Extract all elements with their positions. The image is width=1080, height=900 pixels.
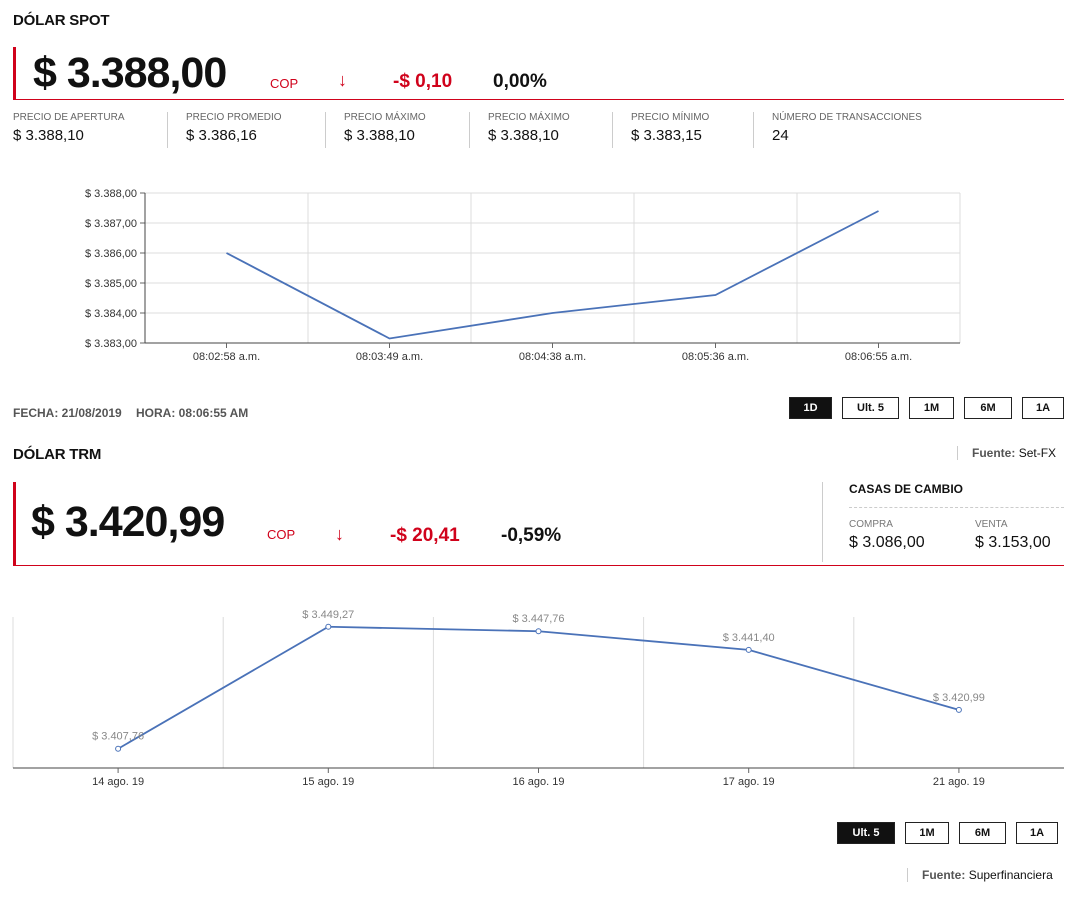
- spot-price: $ 3.388,00: [33, 49, 227, 97]
- series-line: [117, 625, 960, 750]
- trm-change: -$ 20,41: [390, 525, 460, 546]
- series-line: [226, 210, 879, 340]
- range-button-1a[interactable]: 1A: [1016, 822, 1058, 844]
- source-label: Fuente:: [922, 868, 966, 882]
- stat-max-price-2: PRECIO MÁXIMO $ 3.388,10: [469, 112, 570, 148]
- y-tick-label: $ 3.387,00: [85, 218, 137, 230]
- spot-line-chart: $ 3.383,00 $ 3.384,00 $ 3.385,00 $ 3.386,00…: [85, 188, 961, 363]
- y-tick-label: $ 3.383,00: [85, 338, 137, 350]
- stat-value: $ 3.388,10: [488, 127, 559, 144]
- x-tick-label: 15 ago. 19: [302, 776, 354, 788]
- exchange-houses-panel: CASAS DE CAMBIO COMPRA $ 3.086,00 VENTA …: [822, 482, 1064, 562]
- spot-price-box: $ 3.388,00 COP ↓ -$ 0,10 0,00%: [13, 47, 1064, 100]
- stat-max-price: PRECIO MÁXIMO $ 3.388,10: [325, 112, 426, 148]
- x-tick-label: 14 ago. 19: [92, 776, 144, 788]
- data-label: $ 3.447,76: [513, 613, 565, 625]
- trm-footer-source: Fuente: Superfinanciera: [907, 868, 1053, 882]
- stat-label: PRECIO PROMEDIO: [186, 112, 282, 123]
- data-label: $ 3.441,40: [723, 632, 775, 644]
- buy-value: $ 3.086,00: [849, 534, 925, 551]
- sell-label: VENTA: [975, 519, 1008, 530]
- spot-currency: COP: [270, 76, 299, 91]
- data-label: $ 3.407,76: [92, 731, 144, 743]
- trm-source: Fuente: Set-FX: [957, 446, 1056, 460]
- data-label: $ 3.420,99: [933, 692, 985, 704]
- x-tick-label: 08:06:55 a.m.: [845, 351, 912, 363]
- source-value: Superfinanciera: [968, 868, 1053, 882]
- stat-value: $ 3.388,10: [344, 127, 415, 144]
- range-button-1a[interactable]: 1A: [1022, 397, 1064, 419]
- source-label: Fuente:: [972, 446, 1016, 460]
- stat-value: $ 3.383,15: [631, 127, 702, 144]
- sell-value: $ 3.153,00: [975, 534, 1051, 551]
- range-button-ult5[interactable]: Ult. 5: [837, 822, 895, 844]
- stat-label: PRECIO MÁXIMO: [344, 112, 426, 123]
- stat-label: PRECIO MÁXIMO: [488, 112, 570, 123]
- data-point: [745, 646, 752, 653]
- stat-value: 24: [772, 127, 789, 144]
- trm-line-chart: 14 ago. 19 15 ago. 19 16 ago. 19 17 ago. 19…: [12, 609, 1064, 788]
- range-button-6m[interactable]: 6M: [959, 822, 1006, 844]
- range-button-1d[interactable]: 1D: [789, 397, 832, 419]
- range-button-1m[interactable]: 1M: [905, 822, 949, 844]
- spot-change-pct: 0,00%: [493, 71, 547, 92]
- spot-change: -$ 0,10: [393, 71, 453, 92]
- x-tick-label: 17 ago. 19: [723, 776, 775, 788]
- stat-value: $ 3.386,16: [186, 127, 257, 144]
- spot-time: HORA: 08:06:55 AM: [136, 406, 249, 420]
- spot-section-title: DÓLAR SPOT: [13, 12, 110, 29]
- stat-transactions: NÚMERO DE TRANSACCIONES 24: [753, 112, 922, 148]
- data-point: [535, 628, 542, 635]
- stat-average-price: PRECIO PROMEDIO $ 3.386,16: [167, 112, 282, 148]
- x-tick-label: 08:02:58 a.m.: [193, 351, 260, 363]
- source-value: Set-FX: [1018, 446, 1057, 460]
- data-point: [955, 706, 962, 713]
- range-button-1m[interactable]: 1M: [909, 397, 954, 419]
- y-tick-label: $ 3.384,00: [85, 308, 137, 320]
- x-tick-label: 08:03:49 a.m.: [356, 351, 423, 363]
- divider: [849, 507, 1064, 508]
- range-button-ult5[interactable]: Ult. 5: [842, 397, 899, 419]
- trm-price: $ 3.420,99: [31, 498, 225, 546]
- sell-rate: VENTA $ 3.153,00: [975, 519, 1051, 552]
- stat-min-price: PRECIO MÍNIMO $ 3.383,15: [612, 112, 709, 148]
- stat-label: PRECIO DE APERTURA: [13, 112, 125, 123]
- buy-label: COMPRA: [849, 519, 893, 530]
- x-tick-label: 16 ago. 19: [513, 776, 565, 788]
- y-tick-label: $ 3.388,00: [85, 188, 137, 200]
- data-point: [115, 745, 122, 752]
- data-label: $ 3.449,27: [302, 609, 354, 621]
- trm-price-box: $ 3.420,99 COP ↓ -$ 20,41 -0,59%: [13, 482, 1064, 566]
- stat-label: NÚMERO DE TRANSACCIONES: [772, 112, 922, 123]
- x-tick-label: 08:05:36 a.m.: [682, 351, 749, 363]
- stat-value: $ 3.388,10: [13, 127, 84, 144]
- spot-date: FECHA: 21/08/2019: [13, 406, 122, 420]
- y-tick-label: $ 3.385,00: [85, 278, 137, 290]
- down-arrow-icon: ↓: [338, 70, 347, 90]
- x-tick-label: 08:04:38 a.m.: [519, 351, 586, 363]
- buy-rate: COMPRA $ 3.086,00: [849, 519, 925, 552]
- y-tick-label: $ 3.386,00: [85, 248, 137, 260]
- data-point: [325, 623, 332, 630]
- down-arrow-icon: ↓: [335, 524, 344, 544]
- trm-currency: COP: [267, 527, 296, 542]
- stat-label: PRECIO MÍNIMO: [631, 112, 710, 123]
- trm-change-pct: -0,59%: [501, 525, 562, 546]
- stat-opening-price: PRECIO DE APERTURA $ 3.388,10: [13, 112, 125, 148]
- trm-section-title: DÓLAR TRM: [13, 446, 102, 463]
- range-button-6m[interactable]: 6M: [964, 397, 1012, 419]
- exchange-houses-title: CASAS DE CAMBIO: [849, 482, 964, 496]
- x-tick-label: 21 ago. 19: [933, 776, 985, 788]
